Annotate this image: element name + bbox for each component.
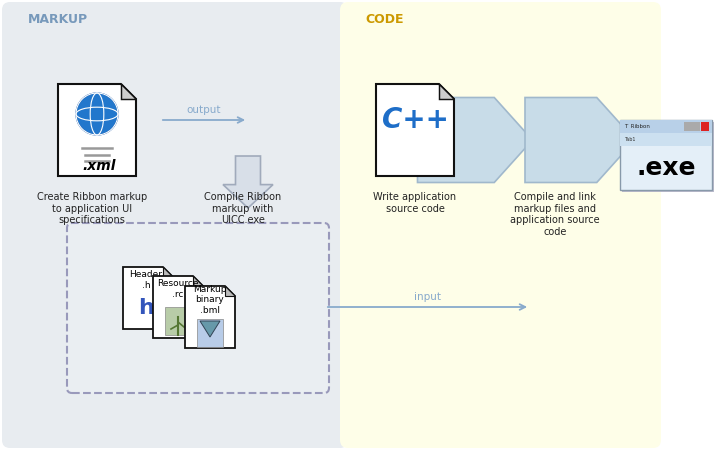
Bar [692, 122, 700, 131]
Polygon shape [193, 276, 203, 286]
Text: input: input [414, 292, 441, 302]
Text: Resource
.rc: Resource .rc [157, 279, 199, 299]
Text: output: output [186, 105, 221, 115]
Polygon shape [418, 98, 533, 183]
Text: .xml: .xml [82, 159, 116, 173]
FancyBboxPatch shape [622, 122, 714, 192]
Circle shape [76, 93, 118, 135]
Polygon shape [225, 286, 235, 296]
Polygon shape [439, 84, 454, 99]
Text: MARKUP: MARKUP [28, 13, 88, 26]
Polygon shape [376, 84, 454, 176]
FancyBboxPatch shape [197, 319, 223, 347]
Polygon shape [163, 267, 173, 277]
Polygon shape [58, 84, 136, 176]
Text: Compile Ribbon
markup with
UICC.exe: Compile Ribbon markup with UICC.exe [204, 192, 282, 225]
FancyBboxPatch shape [2, 2, 348, 448]
Text: .exe: .exe [636, 156, 696, 180]
Polygon shape [185, 286, 235, 348]
Polygon shape [200, 321, 220, 337]
Text: C++: C++ [382, 106, 449, 134]
Text: Markup
binary
.bml: Markup binary .bml [193, 285, 227, 315]
Polygon shape [153, 276, 203, 338]
Text: Write application
source code: Write application source code [374, 192, 456, 214]
Bar [684, 122, 692, 131]
Bar [620, 133, 712, 146]
FancyBboxPatch shape [340, 2, 661, 448]
FancyBboxPatch shape [67, 223, 329, 393]
Text: CODE: CODE [365, 13, 403, 26]
Bar [620, 120, 712, 190]
Bar [620, 120, 712, 133]
Polygon shape [223, 156, 273, 208]
Text: Tab1: Tab1 [624, 137, 636, 142]
Polygon shape [123, 267, 173, 329]
Text: Header
.h: Header .h [130, 270, 163, 290]
Polygon shape [121, 84, 136, 99]
Text: h: h [138, 298, 154, 318]
Polygon shape [525, 98, 635, 183]
Text: T  Ribbon: T Ribbon [624, 124, 650, 129]
Text: Create Ribbon markup
to application UI
specifications: Create Ribbon markup to application UI s… [37, 192, 147, 225]
Text: Compile and link
markup files and
application source
code: Compile and link markup files and applic… [510, 192, 600, 237]
Bar [701, 122, 709, 131]
FancyBboxPatch shape [165, 307, 191, 335]
